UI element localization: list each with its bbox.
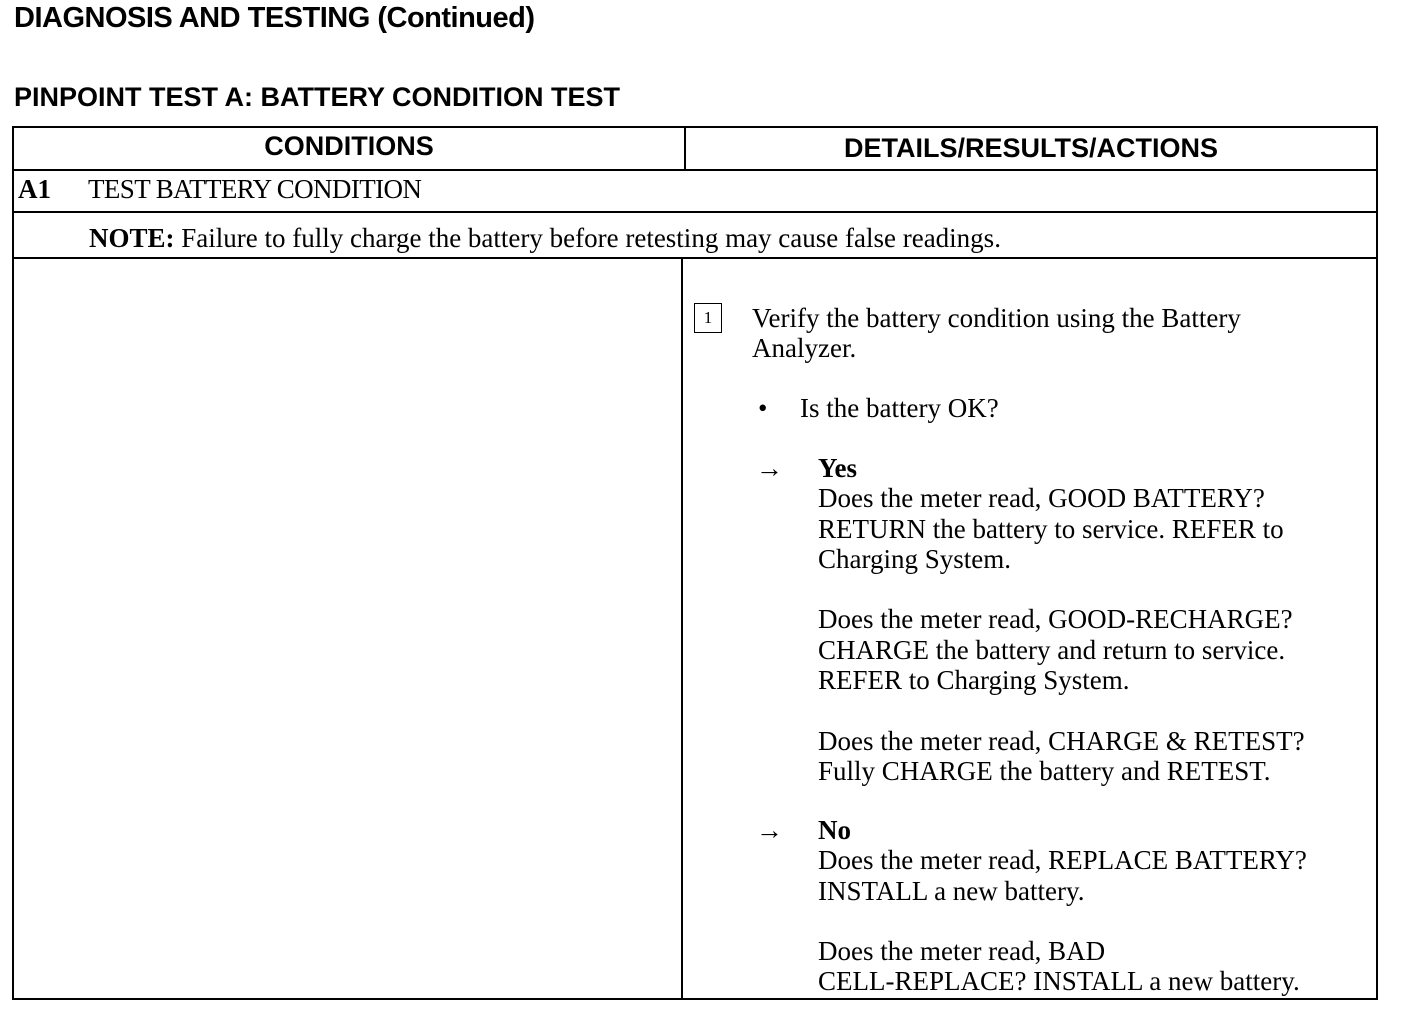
no-line: Does the meter read, BAD bbox=[818, 936, 1106, 967]
table-border-left bbox=[12, 126, 14, 1000]
note-text: Failure to fully charge the battery befo… bbox=[181, 223, 1001, 253]
no-line: Does the meter read, REPLACE BATTERY? bbox=[818, 845, 1307, 876]
header-divider bbox=[684, 126, 686, 170]
yes-line: Does the meter read, GOOD-RECHARGE? bbox=[818, 604, 1293, 635]
row-divider bbox=[12, 211, 1378, 213]
step-id: A1 bbox=[18, 174, 51, 204]
yes-line: REFER to Charging System. bbox=[818, 665, 1130, 696]
right-arrow-icon: → bbox=[756, 815, 783, 845]
no-label: No bbox=[818, 815, 851, 845]
header-conditions: CONDITIONS bbox=[264, 131, 434, 161]
yes-line: CHARGE the battery and return to service… bbox=[818, 634, 1286, 665]
section-title: PINPOINT TEST A: BATTERY CONDITION TEST bbox=[14, 82, 621, 112]
yes-line: Charging System. bbox=[818, 543, 1012, 574]
bullet-icon: • bbox=[758, 393, 768, 423]
yes-block: Yes Does the meter read, GOOD BATTERY? R… bbox=[818, 453, 1305, 786]
instruction-line: Verify the battery condition using the B… bbox=[752, 303, 1241, 333]
column-divider bbox=[681, 257, 683, 1000]
step-number-box: 1 bbox=[694, 303, 722, 333]
table-border-right bbox=[1376, 126, 1378, 1000]
note-label: NOTE: bbox=[89, 223, 175, 253]
row-divider bbox=[12, 257, 1378, 259]
page-title: DIAGNOSIS AND TESTING (Continued) bbox=[14, 2, 535, 34]
yes-line: Fully CHARGE the battery and RETEST. bbox=[818, 755, 1271, 786]
no-block: No Does the meter read, REPLACE BATTERY?… bbox=[818, 815, 1307, 997]
header-details: DETAILS/RESULTS/ACTIONS bbox=[843, 133, 1218, 163]
row-divider bbox=[12, 169, 1378, 171]
table-border-top bbox=[12, 126, 1378, 128]
question: Is the battery OK? bbox=[800, 393, 999, 423]
note: NOTE: Failure to fully charge the batter… bbox=[89, 223, 1001, 253]
yes-label: Yes bbox=[818, 453, 857, 483]
no-line: INSTALL a new battery. bbox=[818, 875, 1085, 906]
right-arrow-icon: → bbox=[756, 453, 783, 483]
step-title: TEST BATTERY CONDITION bbox=[88, 174, 422, 204]
instruction-line: Analyzer. bbox=[752, 333, 857, 364]
no-line: CELL-REPLACE? INSTALL a new battery. bbox=[818, 966, 1300, 997]
yes-line: Does the meter read, GOOD BATTERY? bbox=[818, 483, 1265, 514]
instruction: Verify the battery condition using the B… bbox=[752, 303, 1241, 364]
yes-line: Does the meter read, CHARGE & RETEST? bbox=[818, 725, 1305, 756]
yes-line bbox=[818, 574, 1305, 604]
yes-line bbox=[818, 695, 1305, 725]
no-line bbox=[818, 906, 1307, 936]
table-border-bottom bbox=[12, 998, 1378, 1000]
yes-line: RETURN the battery to service. REFER to bbox=[818, 513, 1284, 544]
